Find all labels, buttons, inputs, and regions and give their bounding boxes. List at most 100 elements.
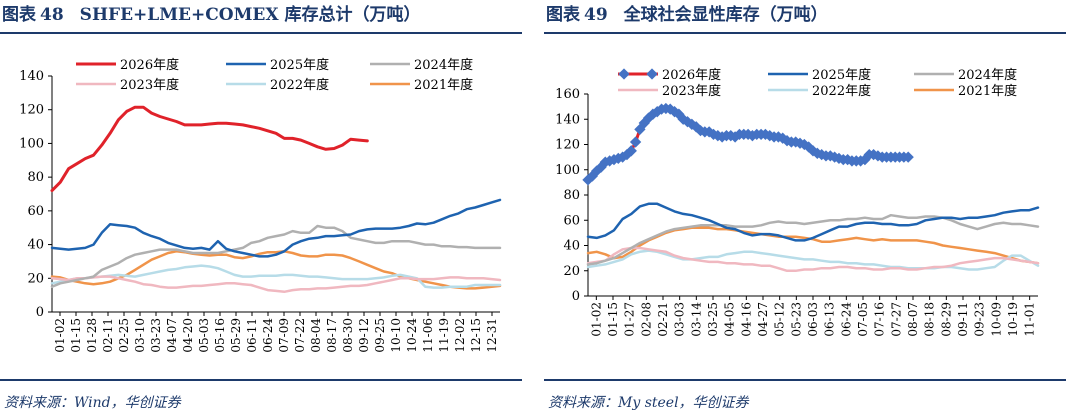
x-tick-label: 06-13 bbox=[823, 302, 837, 337]
figure-48-bottom-rule bbox=[0, 379, 522, 381]
x-tick-label: 07-05 bbox=[856, 302, 870, 337]
x-tick-label: 02-25 bbox=[117, 318, 131, 353]
figure-48-title-prefix: 图表 bbox=[2, 5, 36, 25]
figure-49-title: 图表 49 全球社会显性库存（万吨） bbox=[546, 4, 828, 26]
legend-label-2021年度: 2021年度 bbox=[414, 77, 473, 93]
x-tick-label: 07-09 bbox=[277, 318, 291, 353]
x-tick-label: 12-31 bbox=[485, 318, 499, 353]
y-tick-label: 80 bbox=[27, 170, 44, 185]
legend-label-2021年度: 2021年度 bbox=[958, 83, 1017, 99]
x-tick-label: 02-11 bbox=[101, 318, 115, 353]
y-tick-label: 120 bbox=[555, 138, 580, 153]
y-tick-label: 20 bbox=[27, 271, 44, 286]
figure-48-title-text: SHFE+LME+COMEX 库存总计（万吨） bbox=[79, 5, 421, 25]
x-tick-label: 12-02 bbox=[453, 318, 467, 353]
x-tick-label: 11-06 bbox=[421, 318, 435, 353]
y-tick-label: 40 bbox=[27, 238, 44, 253]
series-line-2025年度 bbox=[50, 198, 502, 258]
x-tick-label: 04-20 bbox=[181, 318, 195, 353]
x-tick-label: 06-24 bbox=[839, 302, 853, 337]
x-tick-label: 03-25 bbox=[706, 302, 720, 337]
figure-48-panel: 图表 48 SHFE+LME+COMEX 库存总计（万吨） 0 20 40 60 80 100… bbox=[0, 0, 522, 419]
x-tick-label: 08-17 bbox=[325, 318, 339, 353]
x-tick-label: 04-07 bbox=[165, 318, 179, 353]
x-tick-label: 05-29 bbox=[229, 318, 243, 353]
x-tick-label: 04-05 bbox=[723, 302, 737, 337]
legend-marker bbox=[646, 68, 658, 80]
x-tick-label: 06-11 bbox=[245, 318, 259, 353]
figure-49-title-text: 全球社会显性库存（万吨） bbox=[623, 5, 828, 25]
y-tick-label: 80 bbox=[563, 188, 580, 203]
figure-49-title-prefix: 图表 bbox=[546, 5, 580, 25]
y-tick-label: 0 bbox=[572, 289, 580, 304]
x-tick-label: 08-29 bbox=[939, 302, 953, 337]
x-tick-label: 07-16 bbox=[873, 302, 887, 337]
x-tick-label: 11-01 bbox=[1023, 302, 1037, 337]
x-tick-label: 09-11 bbox=[956, 302, 970, 337]
series-line-2021年度 bbox=[50, 250, 502, 290]
x-tick-label: 03-23 bbox=[149, 318, 163, 353]
x-tick-label: 06-03 bbox=[806, 302, 820, 337]
x-tick-label: 08-30 bbox=[341, 318, 355, 353]
y-tick-label: 60 bbox=[563, 213, 580, 228]
legend-marker bbox=[618, 68, 630, 80]
series-line-2024年度 bbox=[50, 224, 502, 288]
y-tick-label: 20 bbox=[563, 264, 580, 279]
x-tick-label: 09-12 bbox=[357, 318, 371, 353]
figure-48-top-rule bbox=[0, 32, 522, 34]
figure-48-title: 图表 48 SHFE+LME+COMEX 库存总计（万吨） bbox=[2, 4, 420, 26]
x-tick-label: 09-25 bbox=[373, 318, 387, 353]
x-tick-label: 09-23 bbox=[973, 302, 987, 337]
figure-49-panel: 图表 49 全球社会显性库存（万吨） 0 20 40 60 80 100 120 140 160 01… bbox=[544, 0, 1066, 419]
x-tick-label: 04-27 bbox=[756, 302, 770, 337]
x-tick-label: 10-19 bbox=[1006, 302, 1020, 337]
x-tick-label: 07-27 bbox=[889, 302, 903, 337]
y-tick-label: 100 bbox=[555, 163, 580, 178]
legend-label-2022年度: 2022年度 bbox=[812, 83, 871, 99]
figure-49-chart: 0 20 40 60 80 100 120 140 160 01-02 01-15 01-27 02-0… bbox=[555, 67, 1040, 337]
series-line-2023年度 bbox=[586, 246, 1040, 273]
legend-label-2024年度: 2024年度 bbox=[414, 57, 473, 73]
x-tick-label: 02-08 bbox=[639, 302, 653, 337]
x-tick-label: 01-02 bbox=[589, 302, 603, 337]
y-tick-label: 100 bbox=[19, 136, 44, 151]
x-tick-label: 08-07 bbox=[906, 302, 920, 337]
x-tick-label: 08-04 bbox=[309, 318, 323, 353]
x-tick-label: 05-16 bbox=[213, 318, 227, 353]
x-tick-label: 08-18 bbox=[923, 302, 937, 337]
y-tick-label: 160 bbox=[555, 87, 580, 102]
x-tick-label: 01-28 bbox=[85, 318, 99, 353]
x-tick-label: 05-12 bbox=[773, 302, 787, 337]
x-tick-label: 01-27 bbox=[623, 302, 637, 337]
figure-49-source: 资料来源：My steel，华创证券 bbox=[548, 395, 749, 411]
x-tick-label: 10-09 bbox=[989, 302, 1003, 337]
legend-label-2026年度: 2026年度 bbox=[662, 67, 721, 83]
x-tick-label: 01-15 bbox=[69, 318, 83, 353]
x-tick-label: 05-23 bbox=[789, 302, 803, 337]
x-tick-label: 03-10 bbox=[133, 318, 147, 353]
legend-label-2025年度: 2025年度 bbox=[270, 57, 329, 73]
y-tick-label: 0 bbox=[36, 305, 44, 320]
legend-label-2023年度: 2023年度 bbox=[120, 77, 179, 93]
x-tick-label: 03-14 bbox=[689, 302, 703, 337]
legend-label-2024年度: 2024年度 bbox=[958, 67, 1017, 83]
series-line-2025年度 bbox=[586, 202, 1040, 242]
figure-48-source: 资料来源：Wind，华创证券 bbox=[4, 395, 181, 411]
figure-48-title-number: 48 bbox=[40, 5, 64, 25]
x-tick-label: 06-24 bbox=[261, 318, 275, 353]
legend-label-2022年度: 2022年度 bbox=[270, 77, 329, 93]
series-line-2022年度 bbox=[50, 264, 502, 289]
series-line-2022年度 bbox=[586, 249, 1040, 271]
legend-label-2023年度: 2023年度 bbox=[662, 83, 721, 99]
y-tick-label: 40 bbox=[563, 239, 580, 254]
x-tick-label: 05-03 bbox=[197, 318, 211, 353]
x-tick-label: 12-15 bbox=[469, 318, 483, 353]
x-tick-label: 02-21 bbox=[656, 302, 670, 337]
figure-49-title-number: 49 bbox=[584, 5, 608, 25]
x-tick-label: 01-02 bbox=[53, 318, 67, 353]
x-tick-label: 03-03 bbox=[673, 302, 687, 337]
legend-label-2025年度: 2025年度 bbox=[812, 67, 871, 83]
figure-49-bottom-rule bbox=[544, 379, 1066, 381]
series-line-2021年度 bbox=[586, 226, 1040, 265]
x-tick-label: 10-10 bbox=[389, 318, 403, 353]
